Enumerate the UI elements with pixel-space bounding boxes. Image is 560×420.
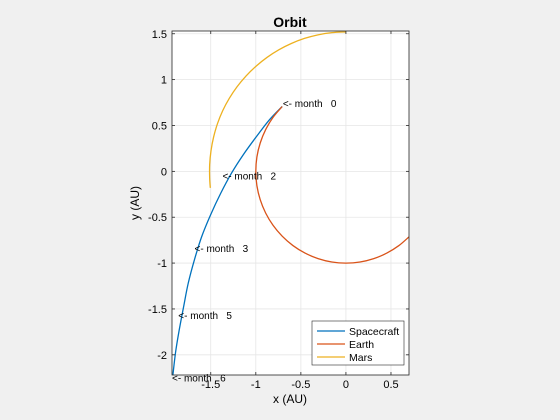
x-tick-label: -1 (251, 379, 261, 391)
axes-frame (171, 30, 410, 376)
x-tick-label: -0.5 (291, 379, 310, 391)
axes-background (172, 31, 409, 375)
series-line-earth (255, 106, 409, 264)
month-annotation: <- month 5 (178, 311, 232, 322)
x-axis-label: x (AU) (273, 392, 307, 406)
legend: Spacecraft Earth Mars (311, 320, 405, 366)
x-tick-label: 0.5 (383, 379, 398, 391)
grid (172, 31, 409, 375)
y-tick-label: 0.5 (152, 120, 167, 132)
series-layer (172, 31, 409, 375)
y-tick-label: -1.5 (148, 304, 167, 316)
y-tick-label: 0 (161, 166, 167, 178)
month-annotation: <- month 6 (172, 373, 226, 384)
legend-label-spacecraft: Spacecraft (349, 326, 399, 338)
y-tick-label: 1 (161, 75, 167, 87)
series-line-mars (208, 31, 346, 188)
y-tick-label: -2 (157, 350, 167, 362)
x-tick-label: -1.5 (201, 379, 220, 391)
ticks: -1.5 -1 -0.5 0 0.5 1.5 1 0.5 0 -0.5 -1 -1.5 -2 (148, 29, 409, 391)
month-annotation: <- month 3 (195, 244, 249, 255)
y-tick-label: -0.5 (148, 212, 167, 224)
month-annotation: <- month 2 (222, 171, 276, 182)
legend-label-mars: Mars (349, 352, 372, 364)
annotations: <- month 0 <- month 2 <- month 3 <- month 5… (172, 99, 337, 384)
x-tick-label: 0 (343, 379, 349, 391)
chart-title: Orbit (273, 14, 307, 30)
y-tick-label: -1 (157, 258, 167, 270)
month-annotation: <- month 0 (283, 99, 337, 110)
legend-box (311, 320, 405, 366)
y-axis-label: y (AU) (128, 186, 142, 220)
legend-label-earth: Earth (349, 339, 374, 351)
y-tick-label: 1.5 (152, 29, 167, 41)
series-line-spacecraft (172, 106, 283, 375)
